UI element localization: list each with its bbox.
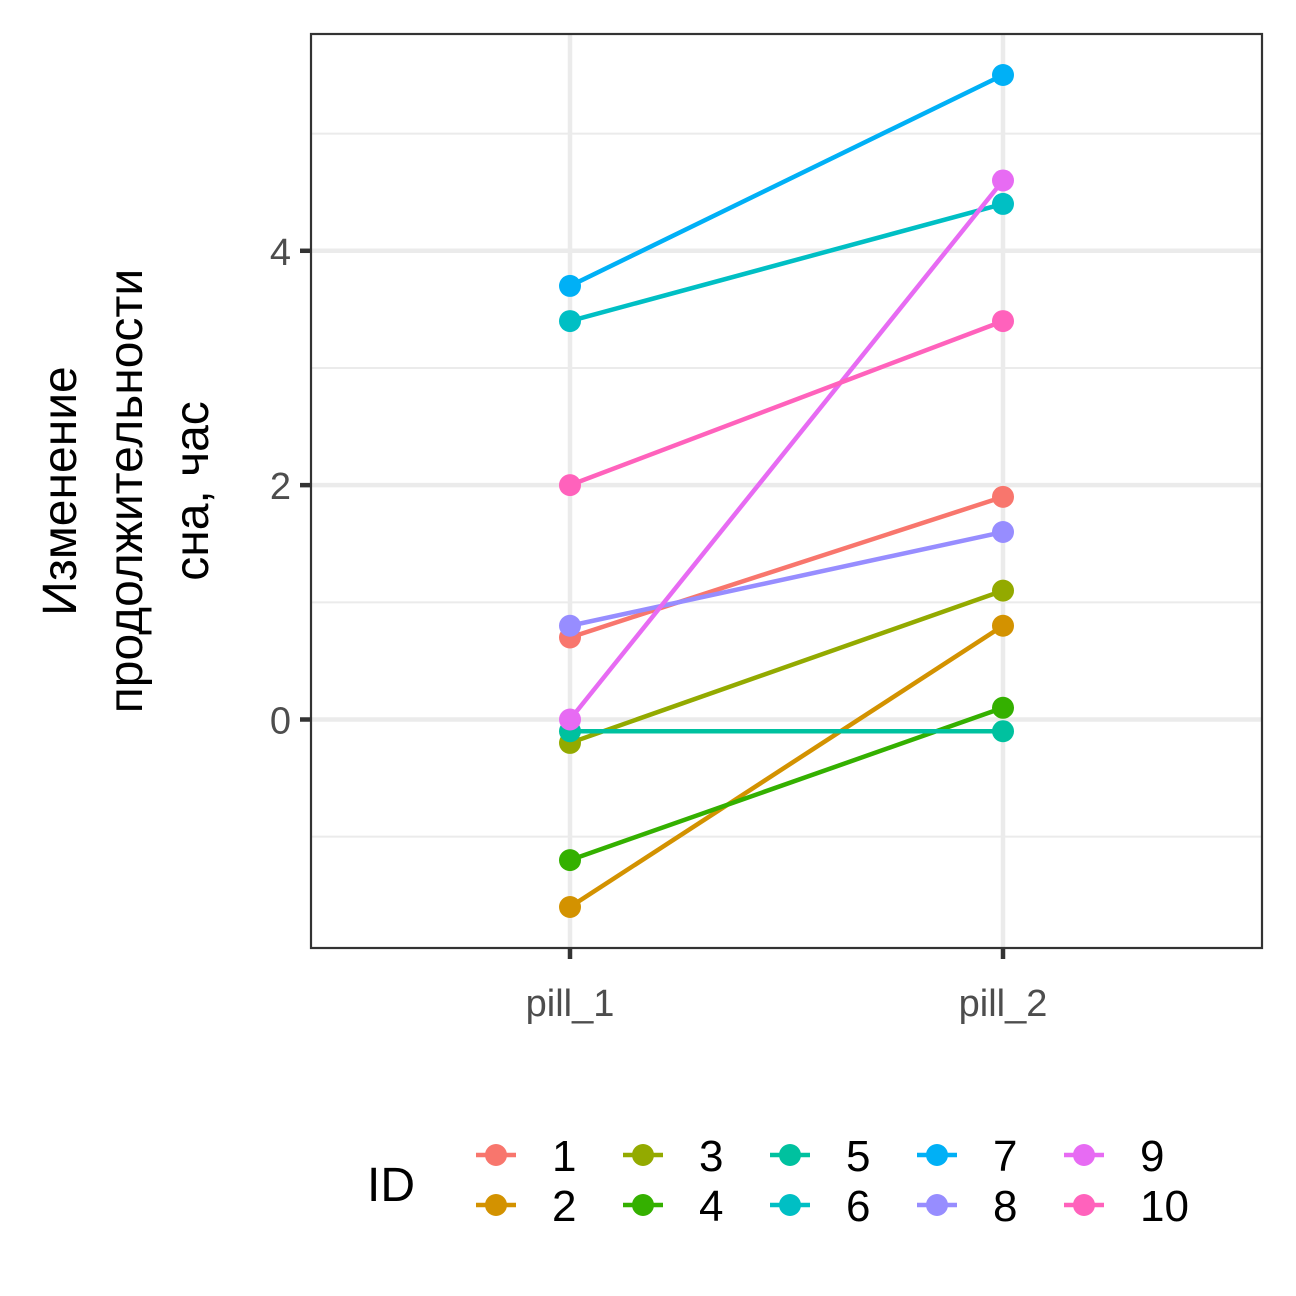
y-tick-label: 2 (270, 466, 291, 508)
legend-item-7: 7 (917, 1132, 1017, 1181)
y-axis-title-line: сна, час (166, 401, 219, 581)
data-point (559, 614, 581, 637)
data-point (992, 310, 1014, 333)
minor-gridlines (311, 132, 1262, 838)
data-point (992, 485, 1014, 508)
y-axis: 0 2 4 (270, 232, 311, 743)
y-axis-title: Изменение продолжительности сна, час (34, 269, 219, 713)
y-tick-label: 4 (270, 232, 291, 274)
series-5 (559, 720, 1014, 743)
series-2 (559, 614, 1014, 918)
series-9 (559, 169, 1014, 731)
legend-item-2: 2 (476, 1182, 576, 1231)
legend-label: 8 (993, 1182, 1017, 1231)
legend-label: 9 (1140, 1132, 1164, 1181)
data-point (992, 521, 1014, 544)
legend-item-6: 6 (770, 1182, 870, 1231)
y-axis-title-line: Изменение (34, 366, 87, 615)
series-layer (559, 64, 1014, 918)
legend-item-9: 9 (1064, 1132, 1164, 1181)
plot-panel (309, 32, 1264, 950)
legend-item-1: 1 (476, 1132, 576, 1181)
legend-label: 2 (552, 1182, 576, 1231)
legend-title: ID (367, 1159, 415, 1212)
legend-key-point (485, 1144, 507, 1166)
series-8 (559, 521, 1014, 637)
legend-key-point (779, 1144, 801, 1166)
data-point (992, 696, 1014, 719)
y-axis-title-group: Изменение продолжительности сна, час (34, 269, 219, 713)
data-point (992, 614, 1014, 637)
series-line (569, 588, 1004, 746)
series-line (569, 318, 1004, 488)
series-10 (559, 310, 1014, 497)
series-6 (559, 192, 1014, 333)
legend-item-3: 3 (623, 1132, 723, 1181)
x-axis: pill_1 pill_2 (526, 948, 1048, 1025)
legend-key-point (485, 1194, 507, 1216)
legend-item-5: 5 (770, 1132, 870, 1181)
legend-label: 1 (552, 1132, 576, 1181)
series-line (568, 179, 1005, 721)
legend-label: 5 (846, 1132, 870, 1181)
legend-key-point (632, 1144, 654, 1166)
legend-key-point (632, 1194, 654, 1216)
data-point (559, 310, 581, 333)
series-line (569, 72, 1004, 288)
series-line (568, 623, 1005, 909)
data-point (992, 169, 1014, 192)
legend-key-point (779, 1194, 801, 1216)
data-point (559, 708, 581, 731)
x-tick-label: pill_1 (526, 983, 615, 1025)
legend-key-point (926, 1194, 948, 1216)
panel-border (309, 32, 1264, 950)
x-tick-label: pill_2 (959, 983, 1048, 1025)
data-point (992, 720, 1014, 743)
series-1 (559, 485, 1014, 649)
legend-key-point (1073, 1194, 1095, 1216)
legend-key-point (1073, 1144, 1095, 1166)
data-point (992, 64, 1014, 87)
legend-item-8: 8 (917, 1182, 1017, 1231)
y-axis-title-line: продолжительности (100, 269, 153, 713)
legend-label: 6 (846, 1182, 870, 1231)
series-line (569, 494, 1004, 640)
data-point (992, 192, 1014, 215)
legend-label: 3 (699, 1132, 723, 1181)
legend-item-4: 4 (623, 1182, 723, 1231)
legend-key-point (926, 1144, 948, 1166)
legend-label: 4 (699, 1182, 723, 1231)
series-7 (559, 64, 1014, 297)
data-point (559, 895, 581, 918)
data-point (559, 849, 581, 872)
y-tick-label: 0 (270, 701, 291, 743)
data-point (559, 274, 581, 297)
series-line (569, 201, 1004, 324)
data-point (992, 579, 1014, 602)
legend-label: 10 (1140, 1182, 1189, 1231)
legend-label: 7 (993, 1132, 1017, 1181)
series-line (569, 529, 1004, 628)
series-3 (559, 579, 1014, 754)
legend: ID 12 34 56 78 910 (367, 1132, 1189, 1231)
legend-item-10: 10 (1064, 1182, 1189, 1231)
data-point (559, 474, 581, 497)
panel-background (311, 34, 1262, 948)
